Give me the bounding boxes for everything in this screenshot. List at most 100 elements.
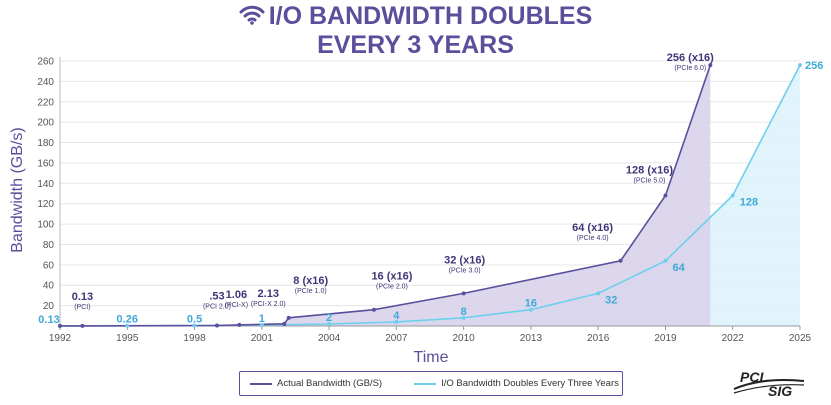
- y-axis-title: Bandwidth (GB/s): [9, 127, 26, 252]
- tick-labels: 20 40 60 80 100 120 140 160 180 200 220 240 260 1992 1…: [37, 57, 811, 345]
- y-tick-label-60: 60: [43, 260, 55, 271]
- data-label-doubling-3: 1: [259, 313, 265, 325]
- area-actual: [60, 65, 711, 326]
- y-tick-label-260: 260: [37, 57, 54, 68]
- data-sublabel-actual-6: (PCIe 2.0): [376, 284, 408, 291]
- data-label-doubling-5: 4: [393, 310, 400, 322]
- data-sublabel-actual-1: (PCI): [74, 304, 90, 311]
- legend: Actual Bandwidth (GB/S) I/O Bandwidth Do…: [239, 371, 623, 396]
- marker-doubling-8: [596, 291, 601, 296]
- marker-doubling-4: [327, 321, 332, 326]
- marker-actual-2: [214, 323, 219, 328]
- legend-item-actual: Actual Bandwidth (GB/S): [240, 378, 382, 389]
- y-tick-label-240: 240: [37, 77, 54, 88]
- marker-doubling-10: [730, 193, 735, 198]
- data-sublabel-actual-3: (PCI-X): [225, 302, 248, 309]
- series-markers: [58, 63, 802, 328]
- data-sublabel-actual-5: (PCIe 1.0): [295, 288, 327, 295]
- marker-doubling-9: [663, 258, 668, 263]
- y-tick-label-220: 220: [37, 97, 54, 108]
- data-label-doubling-7: 16: [525, 298, 537, 310]
- marker-doubling-2: [192, 323, 197, 328]
- marker-actual-4: [282, 321, 287, 326]
- data-label-actual-3: 1.06: [226, 289, 247, 301]
- x-tick-label-1995: 1995: [116, 333, 139, 344]
- marker-doubling-6: [461, 315, 466, 320]
- y-tick-label-120: 120: [37, 199, 54, 210]
- data-sublabel-actual-9: (PCIe 5.0): [634, 178, 666, 185]
- marker-actual-1: [80, 323, 85, 328]
- data-label-doubling-4: 2: [326, 312, 332, 324]
- x-tick-label-1992: 1992: [49, 333, 72, 344]
- marker-actual-8: [618, 258, 623, 263]
- marker-actual-3: [237, 322, 242, 327]
- x-tick-label-2010: 2010: [453, 333, 476, 344]
- marker-actual-5: [286, 315, 291, 320]
- legend-item-doubling: I/O Bandwidth Doubles Every Three Years: [404, 378, 619, 389]
- y-tick-label-20: 20: [43, 301, 55, 312]
- data-label-actual-6: 16 (x16): [371, 271, 412, 283]
- data-label-doubling-6: 8: [461, 306, 467, 318]
- x-tick-label-2016: 2016: [587, 333, 610, 344]
- data-label-doubling-11: 256: [805, 60, 823, 72]
- data-label-actual-2: .53: [209, 290, 224, 302]
- data-label-doubling-0: 0.13: [38, 314, 59, 326]
- marker-doubling-11: [798, 63, 802, 68]
- marker-actual-0: [58, 323, 62, 328]
- x-tick-label-2025: 2025: [789, 333, 812, 344]
- x-tick-label-2001: 2001: [251, 333, 274, 344]
- data-sublabel-actual-7: (PCIe 3.0): [449, 267, 481, 274]
- data-label-doubling-8: 32: [605, 294, 617, 306]
- data-label-doubling-2: 0.5: [187, 313, 202, 325]
- data-label-doubling-1: 0.26: [117, 314, 138, 326]
- area-fills: [60, 65, 800, 326]
- pci-sig-logo: PCI SIG: [732, 369, 806, 401]
- data-label-actual-8: 64 (x16): [572, 222, 613, 234]
- marker-actual-10: [708, 63, 713, 68]
- logo-swoosh-icon: [733, 379, 805, 394]
- chart-title: I/O BANDWIDTH DOUBLES EVERY 3 YEARS: [0, 2, 831, 60]
- data-sublabel-actual-2: (PCI 2.0): [203, 303, 231, 310]
- marker-actual-6: [371, 307, 376, 312]
- marker-doubling-5: [394, 319, 399, 324]
- x-axis-title: Time: [414, 349, 449, 366]
- x-tick-label-2022: 2022: [722, 333, 745, 344]
- data-sublabel-actual-8: (PCIe 4.0): [577, 235, 609, 242]
- wifi-icon: [239, 5, 265, 25]
- data-label-doubling-9: 64: [672, 262, 685, 274]
- x-tick-label-2007: 2007: [385, 333, 408, 344]
- data-label-actual-10: 256 (x16): [667, 52, 714, 64]
- marker-doubling-1: [125, 323, 130, 328]
- x-tick-label-1998: 1998: [183, 333, 206, 344]
- logo-text-sig: SIG: [768, 383, 793, 399]
- data-label-actual-9: 128 (x16): [626, 165, 673, 177]
- x-tick-label-2013: 2013: [520, 333, 543, 344]
- data-sublabel-actual-4: (PCI-X 2.0): [251, 301, 286, 308]
- data-label-actual-1: 0.13: [72, 291, 93, 303]
- y-tick-label-200: 200: [37, 118, 54, 129]
- logo-text-pci: PCI: [740, 369, 764, 385]
- y-tick-label-80: 80: [43, 240, 55, 251]
- marker-doubling-3: [259, 322, 264, 327]
- marker-doubling-7: [528, 307, 533, 312]
- area-doubling: [60, 65, 800, 326]
- x-tick-label-2004: 2004: [318, 333, 341, 344]
- marker-actual-9: [663, 193, 668, 198]
- data-label-doubling-10: 128: [740, 197, 758, 209]
- legend-swatch-actual: [250, 382, 272, 385]
- legend-label-actual: Actual Bandwidth (GB/S): [277, 378, 383, 389]
- x-tick-label-2019: 2019: [654, 333, 677, 344]
- legend-label-doubling: I/O Bandwidth Doubles Every Three Years: [441, 378, 619, 389]
- y-tick-label-140: 140: [37, 179, 54, 190]
- y-tick-label-180: 180: [37, 138, 54, 149]
- marker-actual-7: [461, 291, 466, 296]
- legend-swatch-doubling: [414, 382, 437, 385]
- title-line-1: I/O BANDWIDTH DOUBLES: [268, 2, 593, 30]
- y-tick-label-160: 160: [37, 158, 54, 169]
- data-label-actual-5: 8 (x16): [293, 275, 328, 287]
- title-line-2: EVERY 3 YEARS: [317, 31, 514, 59]
- data-sublabel-actual-10: (PCIe 6.0): [674, 65, 706, 72]
- y-tick-label-40: 40: [43, 281, 55, 292]
- data-labels: 0.13 0.26 0.5 1 2 4 816 32641282560.13(PCI).53(…: [38, 52, 823, 326]
